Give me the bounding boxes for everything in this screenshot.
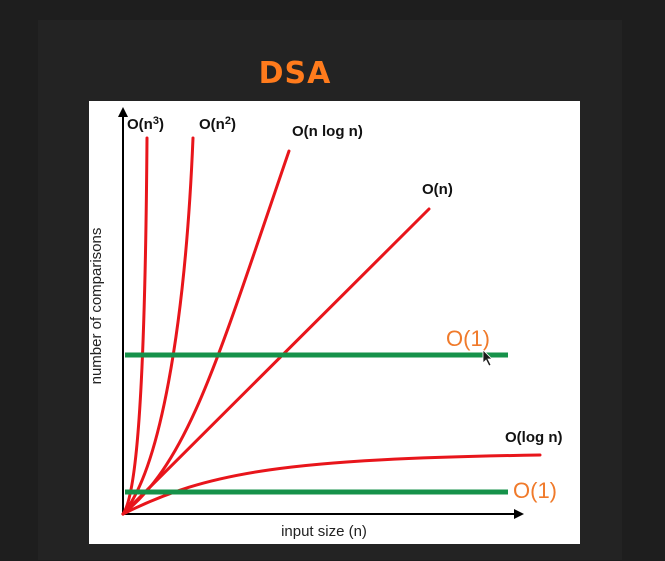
series-label-base: O(n <box>199 116 225 133</box>
series-cubic-line <box>121 136 149 516</box>
y-axis-label: number of comparisons <box>89 228 105 385</box>
series-label-base: O(log n) <box>505 429 562 446</box>
series-log-line <box>121 453 542 516</box>
complexity-chart-svg: input size (n) number of comparisons O(n… <box>89 107 562 540</box>
series-label-tail: ) <box>231 116 236 133</box>
mouse-cursor-icon <box>482 349 493 367</box>
series-label-base: O(n) <box>422 181 453 198</box>
complexity-chart: input size (n) number of comparisons O(n… <box>89 101 580 544</box>
series-log-label: O(log n) <box>505 429 562 446</box>
series-constant-low-label: O(1) <box>513 478 557 503</box>
series-label-tail: ) <box>159 116 164 133</box>
series-nlogn-label: O(n log n) <box>292 123 363 140</box>
series-lines <box>121 136 542 516</box>
series-labels: O(n3) O(n2) O(n log n)O(n)O(1)O(log n)O(1) <box>127 115 562 503</box>
series-label-base: O(n log n) <box>292 123 363 140</box>
series-linear-line <box>121 207 431 516</box>
series-label-superscript: 3 <box>153 115 159 127</box>
series-quadratic-label: O(n2) <box>199 115 236 133</box>
x-axis-label: input size (n) <box>281 523 367 540</box>
series-label-base: O(n <box>127 116 153 133</box>
series-nlogn-line <box>121 149 291 516</box>
slide-title: DSA <box>258 56 332 91</box>
series-constant-high-label: O(1) <box>446 326 490 351</box>
series-linear-label: O(n) <box>422 181 453 198</box>
series-quadratic-line <box>121 136 195 516</box>
series-label-superscript: 2 <box>225 115 231 127</box>
series-label-base: O(1) <box>513 478 557 503</box>
series-label-base: O(1) <box>446 326 490 351</box>
series-cubic-label: O(n3) <box>127 115 164 133</box>
